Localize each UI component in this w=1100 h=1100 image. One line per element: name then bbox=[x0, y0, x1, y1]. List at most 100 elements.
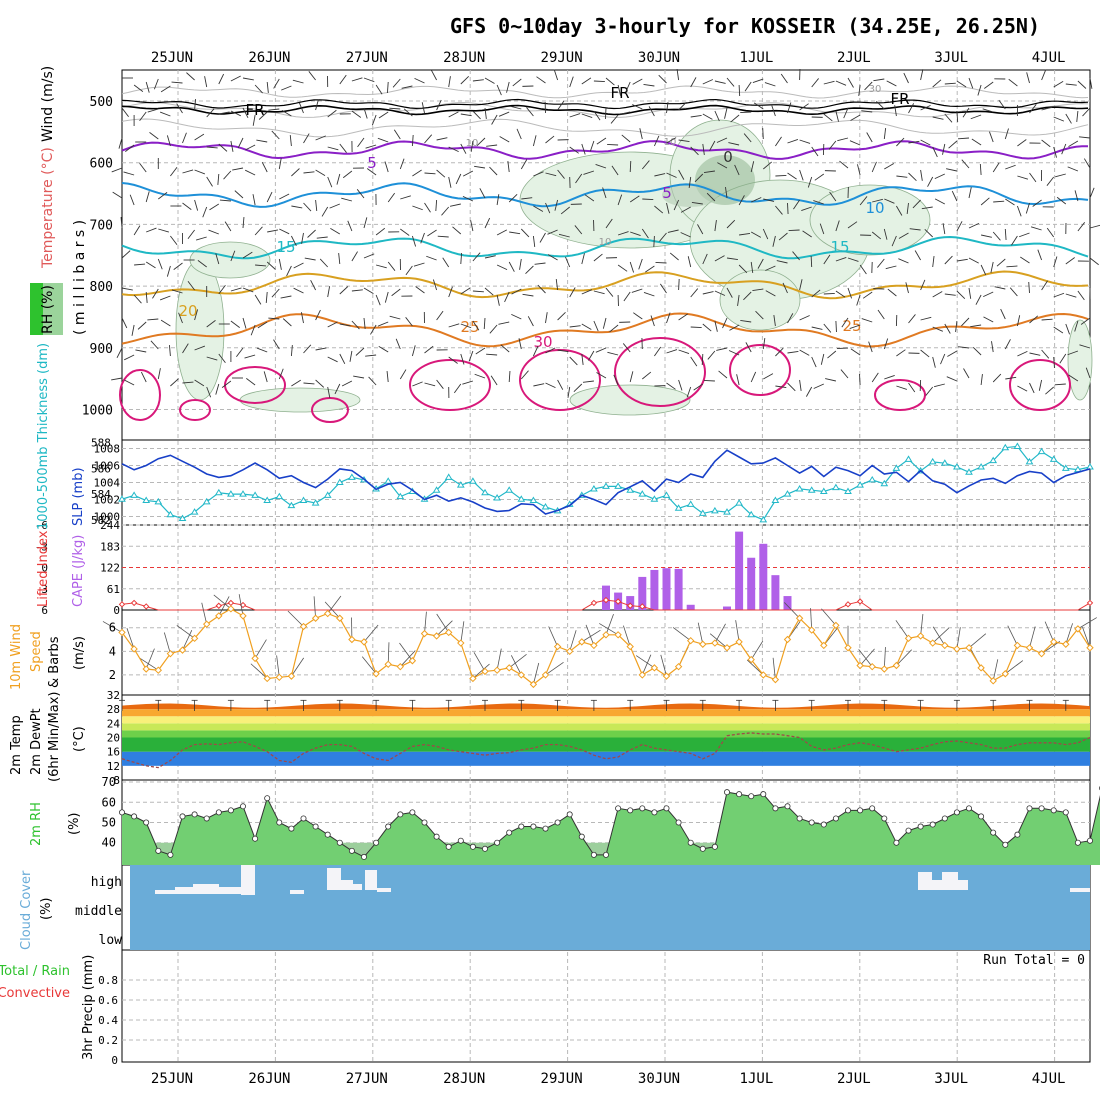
wind-barb bbox=[448, 323, 460, 328]
wind-barb bbox=[268, 108, 280, 111]
wind-barb bbox=[575, 173, 583, 184]
wind-speed-point bbox=[674, 662, 683, 671]
wind-barb bbox=[484, 287, 494, 296]
wind-barb bbox=[629, 195, 640, 203]
wind-barb bbox=[303, 202, 312, 212]
wind-barb bbox=[666, 202, 670, 214]
wind-barb bbox=[1065, 293, 1077, 298]
wind-barb bbox=[414, 77, 425, 84]
rh-point bbox=[929, 821, 936, 828]
li-point bbox=[1086, 599, 1094, 607]
wind-barb bbox=[1004, 339, 1011, 350]
wind-barb-10m bbox=[400, 650, 416, 667]
isotherm-30 bbox=[119, 369, 161, 421]
rh-shade bbox=[189, 241, 271, 279]
wind-barb bbox=[944, 323, 951, 334]
wind-barb bbox=[1065, 257, 1075, 265]
thickness-point bbox=[674, 504, 683, 511]
wind-barb bbox=[569, 76, 574, 88]
wind-barb bbox=[717, 162, 728, 169]
wind-barb bbox=[1004, 228, 1007, 241]
thickness-tick: 586 bbox=[91, 462, 111, 475]
wind-barb-10m bbox=[735, 620, 740, 642]
wind-barb-10m bbox=[784, 602, 800, 619]
wind-barb bbox=[619, 111, 631, 115]
wind-barb bbox=[805, 386, 813, 397]
wind-barb bbox=[536, 76, 546, 84]
wind-barb-10m bbox=[424, 611, 427, 634]
rh-point bbox=[506, 829, 513, 836]
wind-barb bbox=[176, 103, 183, 114]
wind-barb bbox=[187, 280, 195, 291]
wind-speed-point bbox=[880, 665, 889, 673]
wind-speed-point bbox=[420, 629, 429, 638]
wind-barb bbox=[837, 137, 849, 142]
wind-speed-point bbox=[735, 638, 743, 646]
wind-barb bbox=[630, 231, 641, 237]
temp-tick: 28 bbox=[107, 703, 120, 716]
wind-barb bbox=[315, 135, 326, 141]
wind-barb-10m bbox=[238, 594, 244, 616]
wind-barb bbox=[843, 107, 849, 119]
wind-barb bbox=[1041, 69, 1047, 81]
wind-barb-10m bbox=[1029, 626, 1036, 648]
wind-barb bbox=[702, 79, 714, 85]
wind-barb bbox=[375, 84, 383, 95]
wind-barb bbox=[508, 261, 515, 272]
wind-barb bbox=[729, 324, 740, 331]
rh-point bbox=[832, 815, 839, 822]
wind-barb bbox=[500, 344, 510, 353]
wind-barb bbox=[147, 318, 159, 321]
cape-bar bbox=[662, 568, 671, 610]
rh-point bbox=[941, 815, 948, 822]
wind-barb bbox=[178, 312, 183, 324]
wind-barb bbox=[252, 194, 256, 206]
wind-barb bbox=[303, 171, 315, 174]
wind-barb bbox=[1083, 158, 1091, 169]
wind-barb bbox=[194, 99, 197, 111]
slp-ylabels: 1000-500mb Thickness (dm) SLP (mb) bbox=[36, 343, 86, 530]
wind-barb bbox=[351, 320, 360, 330]
wind-speed-point bbox=[650, 664, 659, 672]
rh-point bbox=[627, 807, 634, 814]
wind-barb bbox=[1017, 175, 1029, 180]
wind-barb bbox=[883, 338, 889, 350]
slp-tick: 1004 bbox=[94, 477, 121, 490]
wind-barb bbox=[448, 356, 458, 364]
wind-barb bbox=[752, 78, 764, 84]
isotherm-30 bbox=[409, 359, 491, 411]
rh-point bbox=[953, 809, 960, 816]
wind-barb bbox=[605, 218, 613, 229]
wind-barb bbox=[555, 279, 559, 291]
wind-barb bbox=[133, 294, 142, 304]
li-point bbox=[639, 603, 646, 610]
wind-barb bbox=[653, 235, 655, 248]
thickness-point bbox=[1049, 455, 1058, 462]
wind-barb bbox=[539, 232, 546, 243]
wind-barb bbox=[847, 257, 859, 262]
wind-barb bbox=[775, 385, 787, 388]
thickness-tick: 584 bbox=[91, 488, 111, 501]
wind-barb bbox=[573, 383, 583, 392]
cloud-tick: middle bbox=[75, 904, 122, 919]
wind-barb bbox=[557, 379, 564, 390]
rh-point bbox=[409, 809, 416, 816]
wind-barb bbox=[564, 256, 571, 268]
wind-barb bbox=[581, 143, 586, 155]
wind-barb bbox=[219, 199, 231, 202]
wind-speed-point bbox=[505, 664, 513, 672]
wind-barb bbox=[498, 321, 510, 325]
rh-unit: (%) bbox=[67, 813, 82, 836]
wind-barb bbox=[927, 176, 934, 187]
li-tick: -6 bbox=[35, 519, 48, 532]
wind-barb bbox=[1089, 224, 1100, 229]
wind-barb-10m bbox=[858, 649, 873, 667]
wind-barb bbox=[522, 293, 534, 297]
wind-barb bbox=[799, 103, 809, 111]
day-label-bottom: 1JUL bbox=[740, 1071, 774, 1087]
wind-barb bbox=[702, 291, 714, 295]
wind-barb bbox=[327, 356, 338, 363]
contour-label: 15 bbox=[276, 238, 295, 256]
wind-barb bbox=[736, 374, 740, 386]
